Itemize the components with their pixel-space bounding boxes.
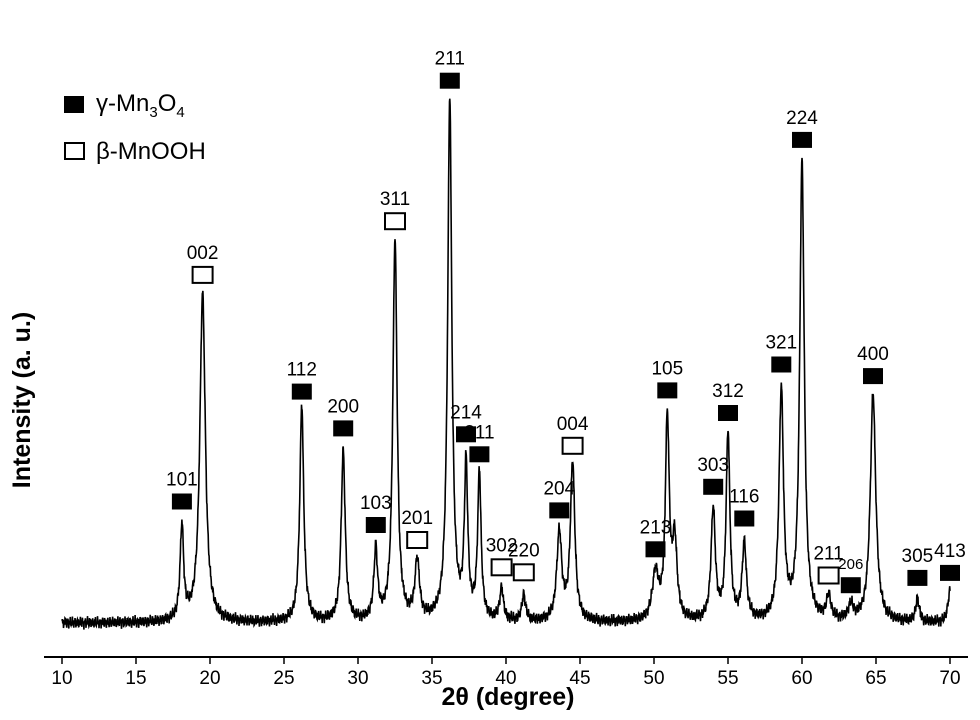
x-tick-label: 35 [421, 668, 442, 689]
peak-marker-filled [840, 577, 861, 594]
x-axis-ticks: 10 15 20 25 30 35 40 45 50 55 60 65 70 [51, 657, 961, 689]
trace-layer [61, 98, 951, 630]
legend-gamma-sub1: 3 [149, 104, 157, 121]
peak-marker-filled [907, 569, 928, 586]
peak-label: 400 [857, 344, 889, 365]
x-tick-label: 55 [717, 668, 738, 689]
peak-label: 303 [697, 455, 729, 476]
peak-marker-filled [171, 493, 192, 510]
peak-label: 103 [360, 493, 392, 514]
peak-label: 312 [712, 381, 744, 402]
legend: γ-Mn3O4 β-MnOOH [64, 90, 206, 165]
x-tick-label: 25 [273, 668, 294, 689]
peak-label: 112 [287, 360, 317, 381]
peak-label: 220 [508, 540, 540, 561]
peak-marker-filled [863, 368, 883, 385]
peak-marker-open [490, 558, 513, 577]
legend-gamma-mid: O [158, 90, 177, 117]
peak-marker-open [817, 566, 840, 585]
peak-label: 101 [166, 470, 198, 491]
peak-marker-filled [291, 383, 312, 400]
legend-marker-open [64, 142, 85, 160]
x-tick-label: 20 [199, 668, 220, 689]
peak-label: 002 [187, 243, 219, 264]
peak-label: 311 [380, 189, 410, 210]
peak-marker-open [512, 563, 535, 582]
legend-label-beta: β-MnOOH [96, 138, 206, 165]
legend-gamma-prefix: γ-Mn [96, 90, 149, 117]
x-tick-label: 60 [791, 668, 812, 689]
peak-label: 206 [838, 556, 863, 573]
peak-label: 211 [435, 49, 465, 70]
y-axis-title: Intensity (a. u.) [8, 312, 36, 488]
peak-label: 305 [902, 546, 934, 567]
peak-marker-filled [792, 131, 812, 148]
x-tick-label: 15 [125, 668, 146, 689]
x-tick-label: 65 [865, 668, 886, 689]
peak-label: 204 [543, 478, 575, 499]
peak-label: 302 [486, 535, 518, 556]
x-axis-title-rest: (degree) [469, 683, 575, 711]
peak-marker-filled [469, 446, 490, 463]
peak-marker-filled [645, 541, 666, 558]
x-tick-label: 40 [495, 668, 516, 689]
peak-marker-filled [333, 420, 354, 437]
peak-label: 413 [934, 541, 966, 562]
x-axis-title: 2θ (degree) [441, 683, 574, 711]
peak-marker-filled [365, 517, 386, 533]
peak-label: 201 [401, 508, 433, 529]
legend-gamma-sub2: 4 [176, 104, 184, 121]
peak-marker-filled [771, 356, 792, 373]
legend-label-gamma: γ-Mn3O4 [96, 90, 185, 121]
x-tick-label: 50 [643, 668, 664, 689]
x-axis-title-main: 2 [441, 683, 455, 711]
peak-marker-open [191, 265, 214, 284]
peak-marker-open [406, 531, 429, 549]
x-axis-title-symbol: θ [455, 683, 469, 711]
peak-label: 116 [729, 487, 759, 508]
peak-marker-open [561, 436, 584, 455]
peak-marker-filled [657, 382, 678, 399]
peak-label: 200 [327, 396, 359, 417]
peak-marker-open [384, 212, 406, 231]
peak-annotations: 1010021122001033112012112143113022202040… [166, 49, 966, 594]
peak-label: 211 [813, 544, 843, 565]
peak-marker-filled [456, 426, 476, 443]
peak-marker-filled [718, 405, 738, 421]
x-tick-label: 70 [939, 668, 960, 689]
peak-label: 105 [651, 358, 683, 379]
legend-marker-filled [64, 96, 84, 113]
x-tick-label: 45 [569, 668, 590, 689]
peak-marker-filled [549, 502, 570, 519]
peak-marker-filled [703, 478, 724, 495]
peak-label: 224 [786, 108, 818, 129]
peak-label: 004 [557, 414, 589, 435]
peak-label: 214 [450, 402, 482, 423]
peak-label: 213 [640, 517, 672, 538]
x-tick-label: 30 [347, 668, 368, 689]
x-tick-label: 10 [51, 668, 72, 689]
peak-label: 321 [765, 333, 797, 354]
peak-label: 311 [464, 422, 494, 443]
diffraction-trace [61, 98, 951, 630]
peak-marker-filled [439, 72, 460, 89]
peak-marker-filled [734, 510, 755, 527]
peak-marker-filled [940, 564, 960, 581]
